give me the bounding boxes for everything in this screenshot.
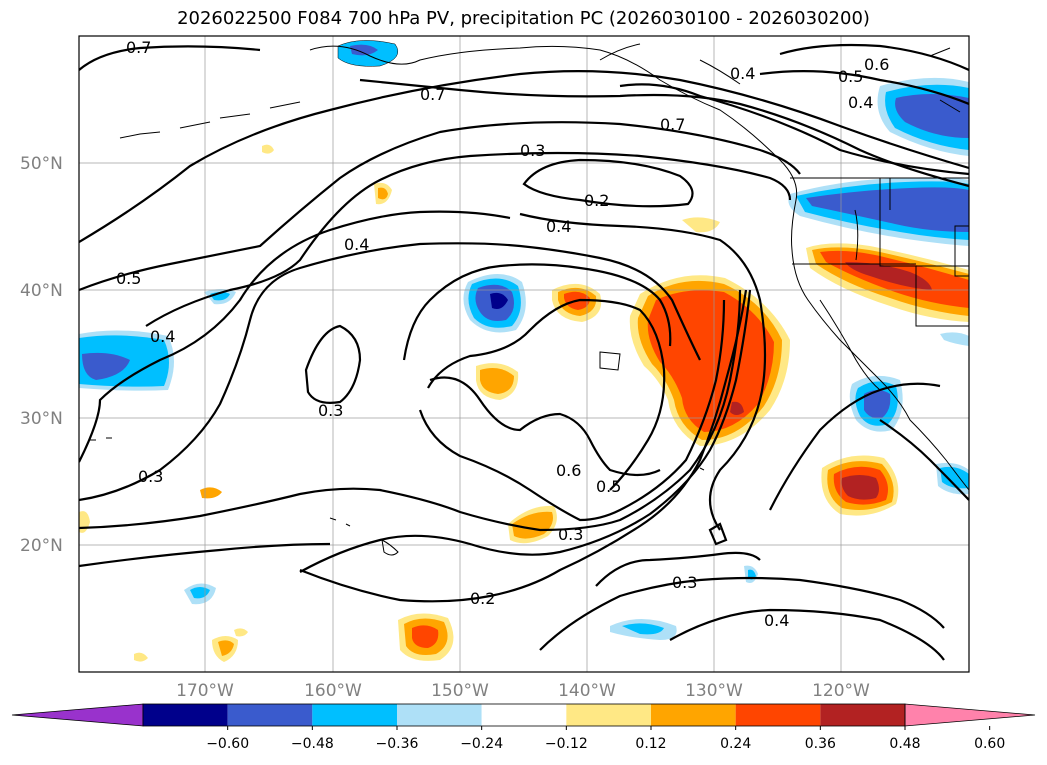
map-background	[79, 36, 969, 672]
colorbar-tick-label: 0.60	[974, 736, 1005, 752]
lon-label: 160°W	[304, 681, 362, 701]
contour-label: 0.4	[848, 93, 873, 112]
colorbar-tick-label: −0.60	[206, 736, 249, 752]
map-frame	[78, 35, 970, 673]
contour-label: 0.3	[318, 401, 343, 420]
map-title: 2026022500 F084 700 hPa PV, precipitatio…	[177, 8, 870, 29]
colorbar-segment	[651, 704, 736, 726]
contour-label: 0.6	[864, 55, 889, 74]
colorbar-segment	[227, 704, 313, 726]
colorbar-arrow-low	[11, 703, 144, 727]
contour-label: 0.2	[470, 589, 495, 608]
contour-label: 0.3	[520, 141, 545, 160]
lat-label: 50°N	[20, 154, 63, 174]
colorbar-segment	[397, 704, 482, 726]
contour-label: 0.4	[730, 64, 755, 83]
lat-label: 30°N	[20, 409, 63, 429]
contour-label: 0.3	[672, 573, 697, 592]
colorbar-tick-label: 0.36	[805, 736, 836, 752]
colorbar-arrow-high	[904, 703, 1036, 727]
contour-label: 0.2	[584, 191, 609, 210]
contour-label: 0.7	[660, 115, 685, 134]
precip-shading	[79, 40, 969, 662]
lon-label: 150°W	[431, 681, 489, 701]
colorbar-tick-label: −0.48	[291, 736, 334, 752]
gridlines	[79, 36, 969, 672]
colorbar-tick-label: 0.12	[635, 736, 666, 752]
lat-label: 20°N	[20, 536, 63, 556]
lon-label: 140°W	[558, 681, 616, 701]
lon-label: 120°W	[812, 681, 870, 701]
contour-label: 0.4	[764, 611, 789, 630]
contour-label: 0.3	[138, 467, 163, 486]
colorbar-segment	[312, 704, 397, 726]
contour-label: 0.7	[420, 85, 445, 104]
pv-contours	[79, 43, 969, 661]
colorbar-tick-label: −0.12	[545, 736, 588, 752]
colorbar-tick-label: 0.48	[889, 736, 920, 752]
contour-label: 0.7	[126, 38, 151, 57]
contour-label: 0.5	[116, 269, 141, 288]
contour-label: 0.4	[344, 235, 369, 254]
colorbar: −0.60 −0.48 −0.36 −0.24 −0.12 0.12 0.24 0.36 0.4…	[11, 703, 1036, 752]
colorbar-segment	[481, 704, 567, 726]
lat-labels: 50°N 40°N 30°N 20°N	[20, 154, 63, 556]
lon-label: 170°W	[176, 681, 234, 701]
lon-labels: 170°W 160°W 150°W 140°W 130°W 120°W	[176, 681, 870, 701]
contour-label: 0.3	[558, 525, 583, 544]
colorbar-tick-label: −0.36	[376, 736, 419, 752]
lat-label: 40°N	[20, 281, 63, 301]
colorbar-tick-label: −0.24	[460, 736, 503, 752]
contour-label: 0.6	[556, 461, 581, 480]
lon-label: 130°W	[685, 681, 743, 701]
contour-labels: 0.7 0.7 0.4 0.5 0.6 0.4 0.7 0.3 0.2 0.4 …	[116, 38, 889, 630]
colorbar-segment	[566, 704, 651, 726]
coastlines	[90, 43, 969, 556]
colorbar-outline	[142, 703, 906, 727]
colorbar-tick-label: 0.24	[720, 736, 751, 752]
colorbar-segment	[820, 704, 905, 726]
contour-label: 0.4	[150, 327, 175, 346]
colorbar-segment	[143, 704, 228, 726]
contour-label: 0.5	[596, 477, 621, 496]
colorbar-segment	[735, 704, 821, 726]
contour-label: 0.5	[838, 67, 863, 86]
contour-label: 0.4	[546, 217, 571, 236]
